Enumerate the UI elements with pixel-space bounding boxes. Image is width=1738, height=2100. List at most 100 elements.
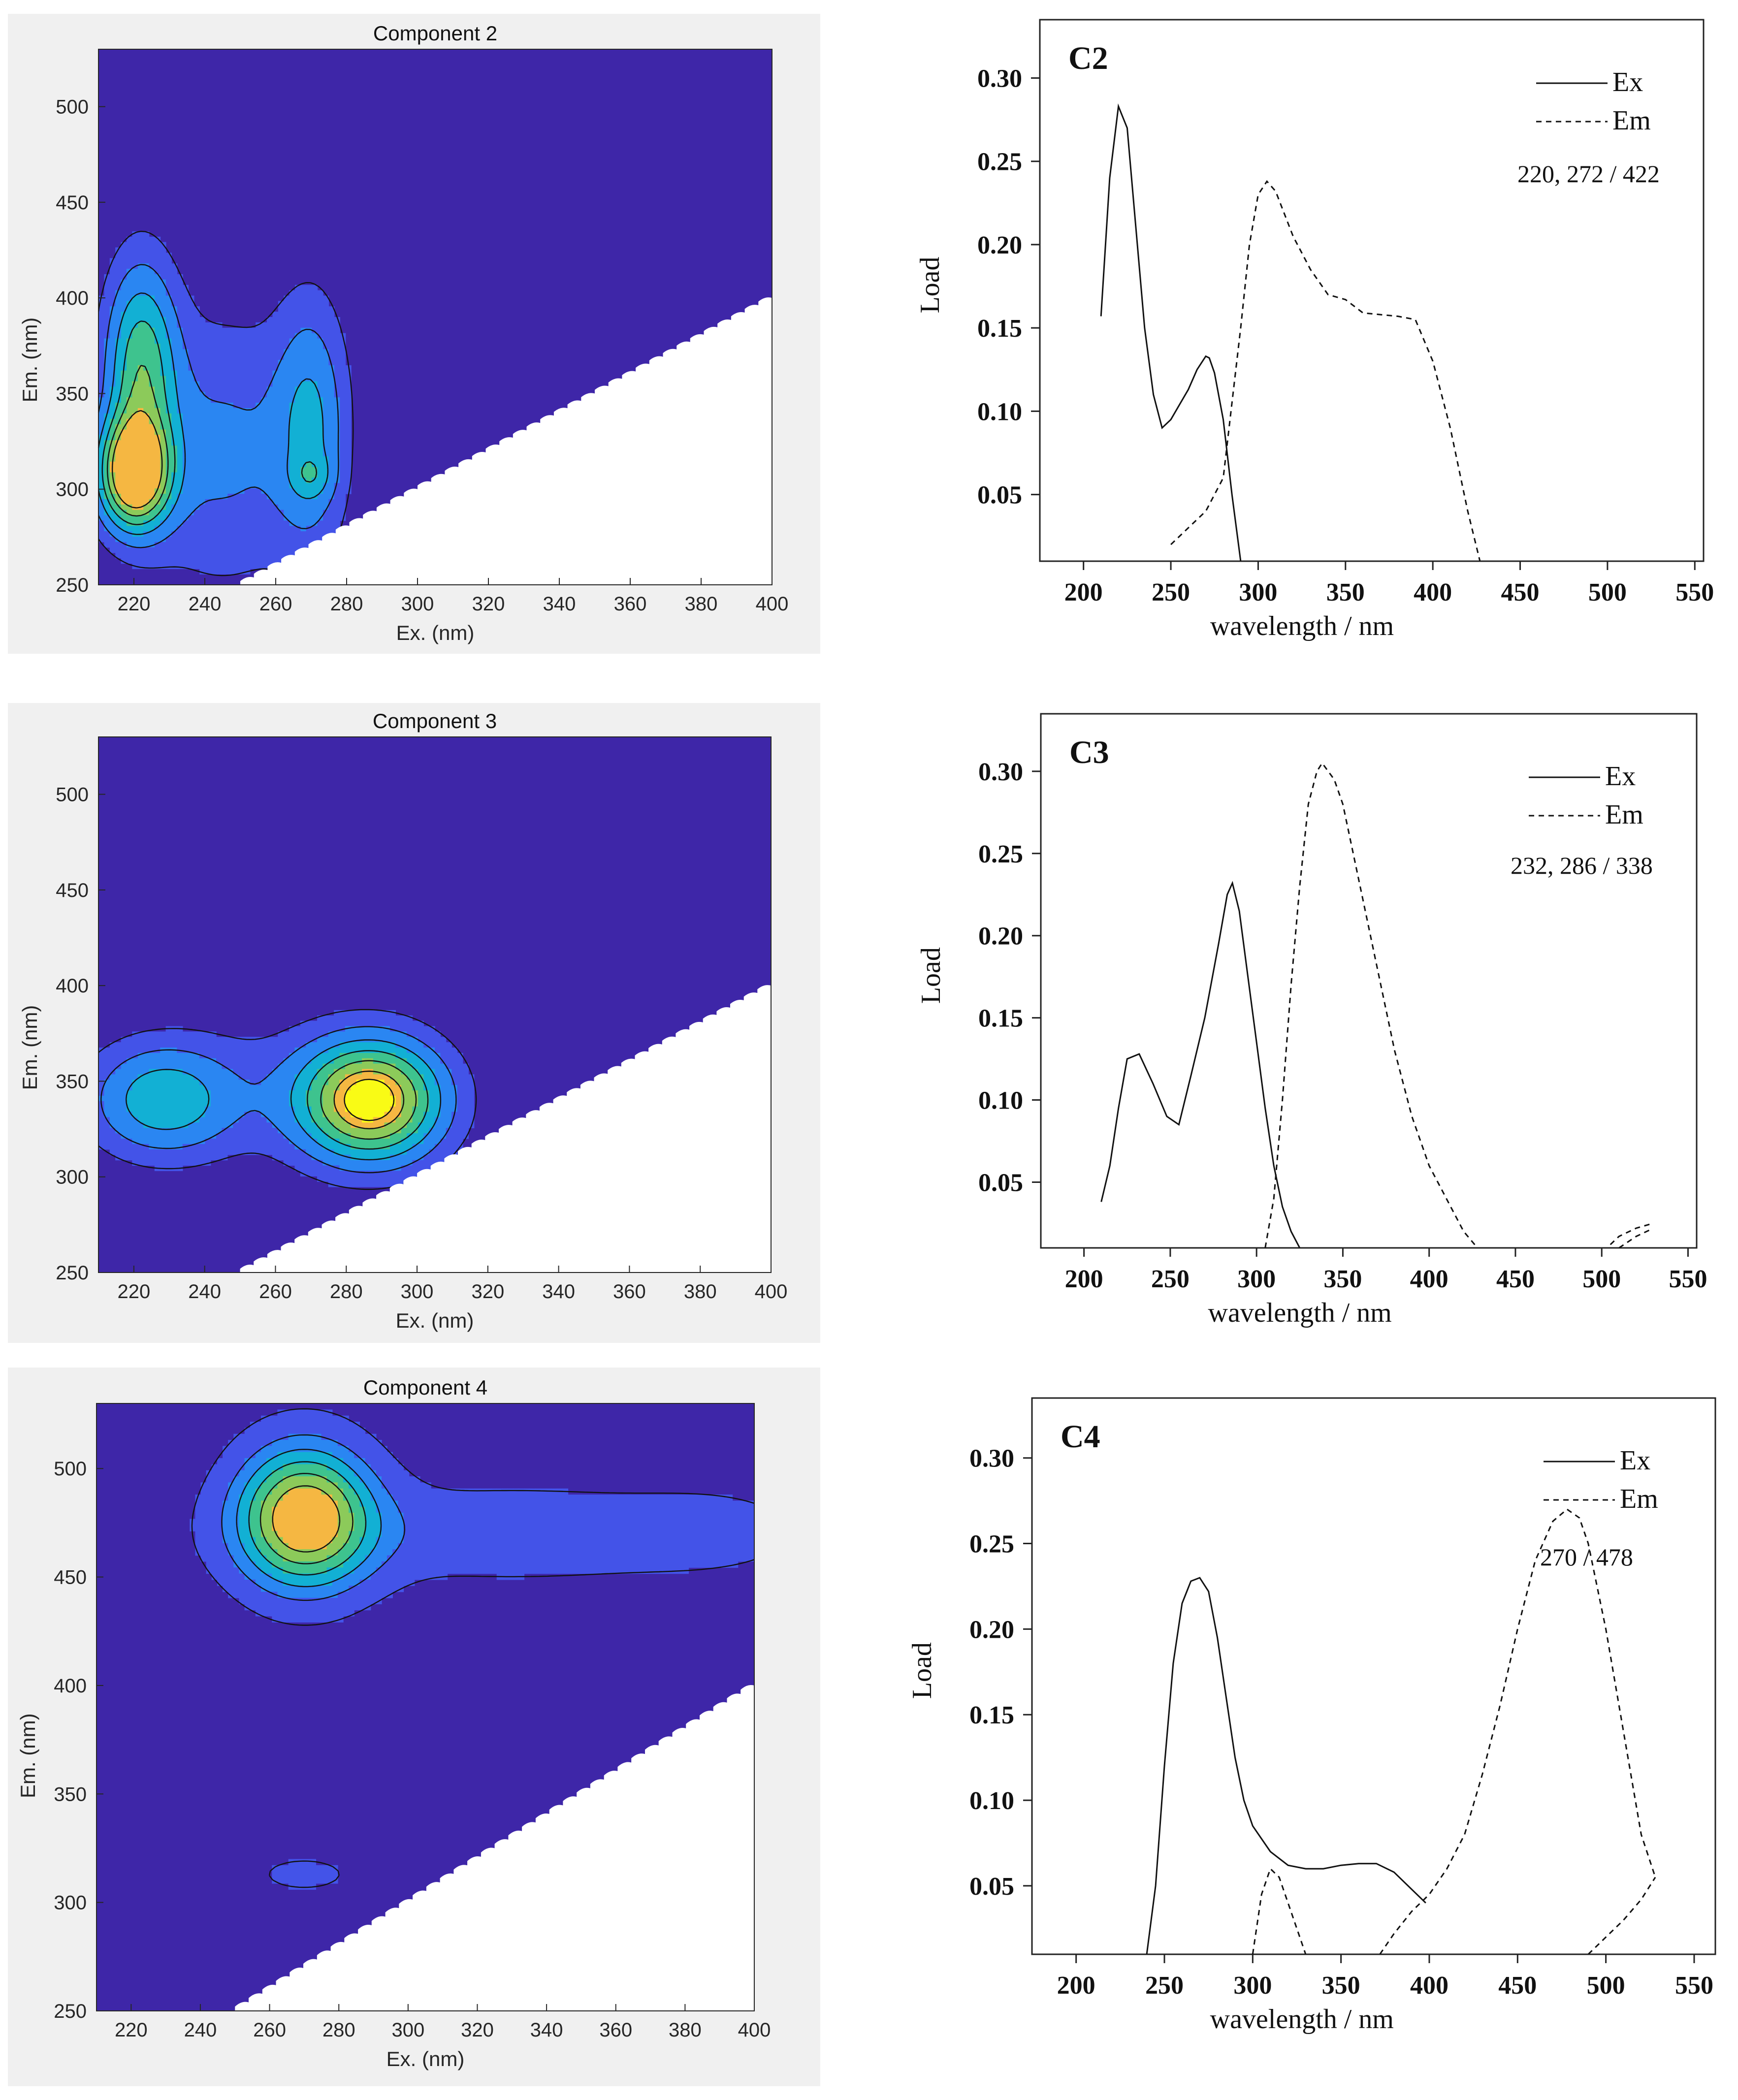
contour-level-line xyxy=(272,1485,341,1553)
x-tick-label: 280 xyxy=(330,1281,363,1303)
y-axis-label: Em. (nm) xyxy=(16,1713,39,1798)
axes-frame xyxy=(1031,1397,1716,1955)
chart-title: Component 2 xyxy=(373,22,497,45)
x-tick-label: 550 xyxy=(1675,1972,1713,2000)
contour-level-line xyxy=(248,1461,367,1576)
peak-annotation: 270 / 478 xyxy=(1540,1543,1633,1571)
y-tick-label: 300 xyxy=(56,479,89,501)
y-tick-label: 0.05 xyxy=(977,481,1022,509)
y-tick-label: 0.25 xyxy=(978,840,1023,868)
x-axis-label: wavelength / nm xyxy=(1210,2004,1394,2035)
x-tick-label: 450 xyxy=(1501,578,1540,606)
y-tick-label: 0.20 xyxy=(969,1616,1014,1644)
x-tick-label: 200 xyxy=(1057,1972,1095,2000)
series-em-line xyxy=(1379,1508,1656,1954)
y-tick-label: 350 xyxy=(56,383,89,405)
y-tick-label: 500 xyxy=(56,96,89,118)
y-tick-label: 0.15 xyxy=(977,315,1022,343)
c4-loadings: 200 250 300 350 400 450 500 550 0.05 0.10 0.15 0.20… xyxy=(907,1397,1716,2035)
y-axis-label: Load xyxy=(916,947,946,1004)
x-axis-label: Ex. (nm) xyxy=(396,1309,474,1332)
x-tick-label: 240 xyxy=(184,2019,217,2041)
series-em-line xyxy=(1264,762,1478,1248)
legend-label-em: Em xyxy=(1620,1484,1658,1514)
x-tick-label: 260 xyxy=(259,593,292,615)
invalid-region xyxy=(235,1685,754,2011)
contour-level-line xyxy=(221,1434,406,1601)
x-tick-label: 500 xyxy=(1587,1972,1625,2000)
peak-annotation: 220, 272 / 422 xyxy=(1517,160,1660,188)
y-tick-label: 500 xyxy=(56,784,89,806)
y-tick-label: 0.10 xyxy=(977,398,1022,426)
x-tick-label: 300 xyxy=(391,2019,424,2041)
y-tick-label: 0.30 xyxy=(969,1445,1014,1473)
series-ex-line xyxy=(1100,881,1301,1248)
x-tick-label: 280 xyxy=(330,593,363,615)
x-tick-label: 220 xyxy=(118,1281,151,1303)
legend-label-em: Em xyxy=(1612,105,1651,136)
series-ex-line xyxy=(1100,103,1242,561)
x-tick-label: 260 xyxy=(259,1281,292,1303)
x-tick-label: 300 xyxy=(1233,1972,1272,2000)
y-tick-label: 250 xyxy=(56,1262,89,1284)
axes-frame xyxy=(1040,713,1698,1249)
x-axis-label: wavelength / nm xyxy=(1208,1298,1392,1328)
contour-lines xyxy=(98,1009,477,1190)
contour-lines xyxy=(97,230,354,578)
y-axis-label: Em. (nm) xyxy=(18,1005,41,1090)
y-tick-label: 350 xyxy=(56,1071,89,1092)
x-tick-label: 320 xyxy=(471,1281,504,1303)
x-tick-label: 360 xyxy=(613,1281,646,1303)
contour-level-line xyxy=(97,230,354,578)
y-tick-label: 0.10 xyxy=(978,1087,1023,1115)
axes-frame xyxy=(96,1403,755,2011)
axes-frame xyxy=(98,736,772,1273)
contour-level-line xyxy=(126,1039,442,1161)
y-tick-label: 250 xyxy=(56,574,89,596)
y-tick-label: 400 xyxy=(54,1675,87,1697)
contour-level-line xyxy=(333,1070,405,1130)
series-em-line-segment xyxy=(1252,1867,1307,1954)
x-tick-label: 300 xyxy=(401,1281,434,1303)
contour-level-line xyxy=(100,1026,457,1174)
x-tick-label: 550 xyxy=(1675,578,1714,606)
x-tick-label: 450 xyxy=(1498,1972,1537,2000)
x-axis-label: Ex. (nm) xyxy=(396,621,475,644)
y-tick-label: 450 xyxy=(56,192,89,214)
contour-level-line xyxy=(259,1473,354,1564)
legend-label-em: Em xyxy=(1605,799,1643,830)
x-tick-label: 240 xyxy=(188,1281,221,1303)
contour-level-line xyxy=(101,320,318,525)
x-tick-label: 320 xyxy=(461,2019,494,2041)
x-tick-label: 250 xyxy=(1145,1972,1184,2000)
y-tick-label: 250 xyxy=(54,2001,87,2022)
contour-level-line xyxy=(97,292,329,535)
panel-label: C4 xyxy=(1061,1419,1100,1455)
y-tick-label: 0.15 xyxy=(969,1701,1014,1729)
y-tick-label: 300 xyxy=(56,1167,89,1188)
series-ex-line xyxy=(1146,1577,1426,1954)
y-tick-label: 0.20 xyxy=(978,923,1023,951)
x-tick-label: 550 xyxy=(1669,1265,1707,1293)
x-tick-label: 400 xyxy=(1410,1265,1448,1293)
panel-label: C2 xyxy=(1068,40,1108,76)
x-tick-label: 340 xyxy=(543,593,576,615)
axes-frame xyxy=(98,49,772,585)
y-axis-label: Load xyxy=(907,1642,937,1699)
c2-loadings: 200 250 300 350 400 450 500 550 0.05 0.10 0.15 0.20… xyxy=(915,19,1714,641)
x-tick-label: 380 xyxy=(669,2019,702,2041)
series-lines xyxy=(1100,762,1654,1248)
x-tick-label: 260 xyxy=(253,2019,286,2041)
x-tick-label: 280 xyxy=(322,2019,355,2041)
y-tick-label: 0.30 xyxy=(978,758,1023,786)
c3-loadings: 200 250 300 350 400 450 500 550 0.05 0.10 0.15 0.20… xyxy=(916,713,1707,1328)
x-tick-label: 350 xyxy=(1322,1972,1360,2000)
x-tick-label: 400 xyxy=(756,593,789,615)
invalid-region xyxy=(240,985,771,1273)
contour-level-line xyxy=(106,365,169,517)
y-tick-label: 450 xyxy=(56,880,89,901)
contour-level-line xyxy=(307,1050,429,1150)
contour-level-line xyxy=(191,1408,755,1888)
y-tick-label: 0.25 xyxy=(969,1530,1014,1559)
y-tick-label: 0.25 xyxy=(977,148,1022,176)
